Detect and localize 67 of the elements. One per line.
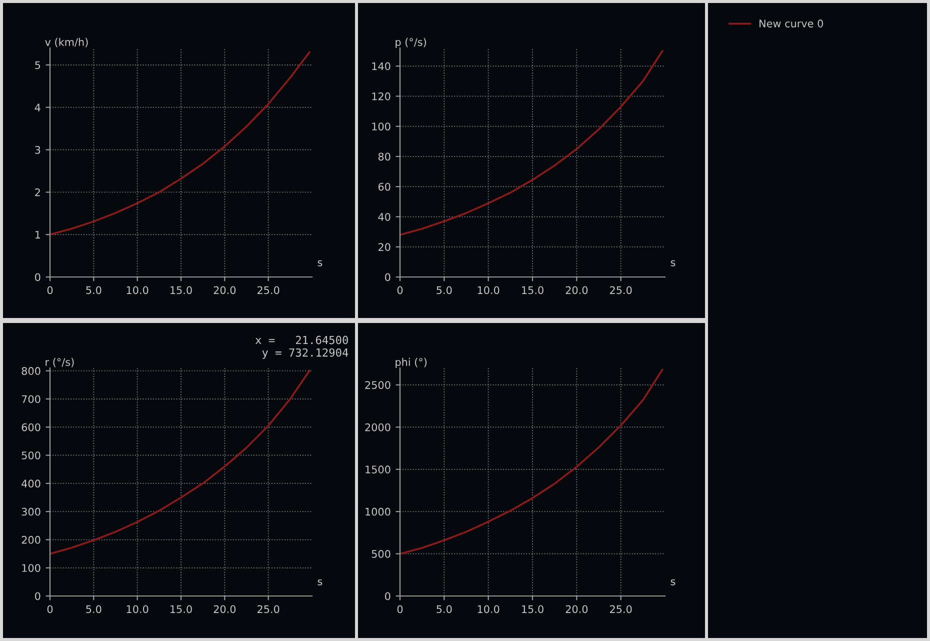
x-axis-title: s (670, 260, 676, 266)
y-tick-label: 700 (22, 395, 40, 404)
line-series (50, 370, 310, 555)
y-tick-label: 0 (35, 273, 40, 282)
y-axis-title: p (°/s) (396, 38, 426, 48)
x-tick-label: 5.0 (86, 286, 102, 294)
line-series (400, 50, 664, 236)
x-axis-title: s (318, 260, 322, 266)
x-tick-label: 20.0 (566, 286, 588, 294)
y-tick-label: 500 (372, 550, 390, 558)
y-tick-label: 4 (34, 104, 40, 112)
x-tick-label: 10.0 (126, 286, 148, 294)
x-tick-label: 25.0 (258, 605, 280, 614)
x-tick-label: 5.0 (86, 605, 102, 614)
y-tick-label: 0 (35, 592, 40, 600)
y-tick-label: 2 (35, 188, 40, 196)
y-axis-title: r (°/s) (46, 358, 74, 368)
y-tick-label: 600 (22, 423, 40, 432)
x-tick-label: 20.0 (214, 286, 236, 294)
x-tick-label: 25.0 (610, 605, 632, 614)
y-tick-label: 2500 (365, 381, 390, 389)
x-tick-label: 0 (397, 605, 403, 614)
y-axis-title: v (km/h) (45, 38, 88, 48)
y-tick-label: 500 (22, 451, 40, 460)
x-tick-label: 15.0 (522, 605, 544, 614)
x-tick-label: 25.0 (610, 286, 632, 294)
x-axis-title: s (670, 579, 676, 586)
x-tick-label: 20.0 (566, 605, 588, 614)
x-tick-label: 15.0 (522, 286, 544, 294)
x-tick-label: 0 (397, 286, 403, 294)
y-tick-label: 1500 (366, 466, 390, 474)
x-tick-label: 10.0 (126, 605, 148, 614)
x-tick-label: 5.0 (436, 605, 452, 614)
y-tick-label: 0 (385, 273, 390, 282)
line-series (400, 368, 664, 555)
line-series (50, 51, 310, 236)
y-tick-label: 100 (22, 564, 40, 572)
y-tick-label: 3 (35, 146, 40, 154)
y-tick-label: 5 (35, 61, 40, 70)
x-tick-label: 10.0 (478, 286, 500, 294)
x-tick-label: 0 (47, 605, 53, 614)
y-tick-label: 0 (385, 592, 390, 600)
x-axis-title: s (318, 579, 322, 586)
x-tick-label: 5.0 (436, 286, 452, 294)
y-tick-label: 800 (22, 367, 40, 375)
x-tick-label: 15.0 (170, 605, 192, 614)
y-tick-label: 200 (22, 536, 40, 544)
y-tick-label: 400 (22, 480, 40, 488)
x-tick-label: 0 (47, 286, 53, 294)
x-tick-label: 15.0 (170, 286, 192, 294)
legend-label: New curve 0 (760, 20, 824, 28)
y-tick-label: 1000 (366, 508, 390, 516)
y-tick-label: 100 (372, 122, 390, 130)
y-tick-label: 300 (22, 508, 40, 516)
text: x = 21.64500 y = 732.12904 (255, 336, 348, 359)
x-tick-label: 20.0 (214, 605, 236, 614)
y-tick-label: 80 (378, 152, 390, 161)
x-tick-label: 10.0 (478, 605, 500, 614)
x-tick-label: 25.0 (258, 286, 280, 294)
y-tick-label: 1 (35, 230, 40, 239)
y-tick-label: 60 (378, 182, 390, 191)
y-tick-label: 140 (372, 62, 390, 70)
y-tick-label: 120 (372, 92, 390, 100)
y-axis-title: phi (°) (396, 358, 427, 368)
y-tick-label: 20 (378, 243, 390, 251)
y-tick-label: 40 (378, 212, 390, 221)
y-tick-label: 2000 (365, 423, 390, 432)
